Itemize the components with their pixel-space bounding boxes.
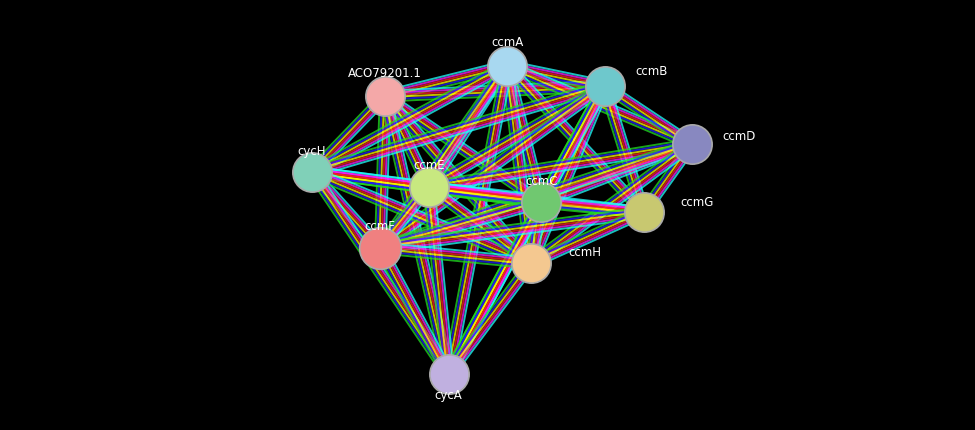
Point (441, 371, 456, 378)
Text: ccmG: ccmG (681, 196, 714, 209)
Point (533, 199, 549, 206)
Text: ccmF: ccmF (365, 220, 396, 233)
Point (684, 141, 700, 147)
Text: ccmA: ccmA (490, 37, 524, 49)
Point (524, 260, 539, 267)
Text: ccmE: ccmE (413, 160, 445, 172)
Point (304, 169, 320, 175)
Text: ccmD: ccmD (722, 130, 756, 143)
Point (499, 62, 515, 69)
Point (636, 209, 651, 216)
Text: ccmH: ccmH (568, 246, 602, 259)
Text: ACO79201.1: ACO79201.1 (348, 67, 422, 80)
Point (372, 244, 388, 251)
Point (421, 184, 437, 190)
Text: cycH: cycH (297, 145, 327, 158)
Text: ccmB: ccmB (635, 65, 668, 78)
Text: ccmC: ccmC (525, 175, 558, 187)
Text: cycA: cycA (435, 389, 462, 402)
Point (597, 83, 612, 89)
Point (377, 93, 393, 100)
